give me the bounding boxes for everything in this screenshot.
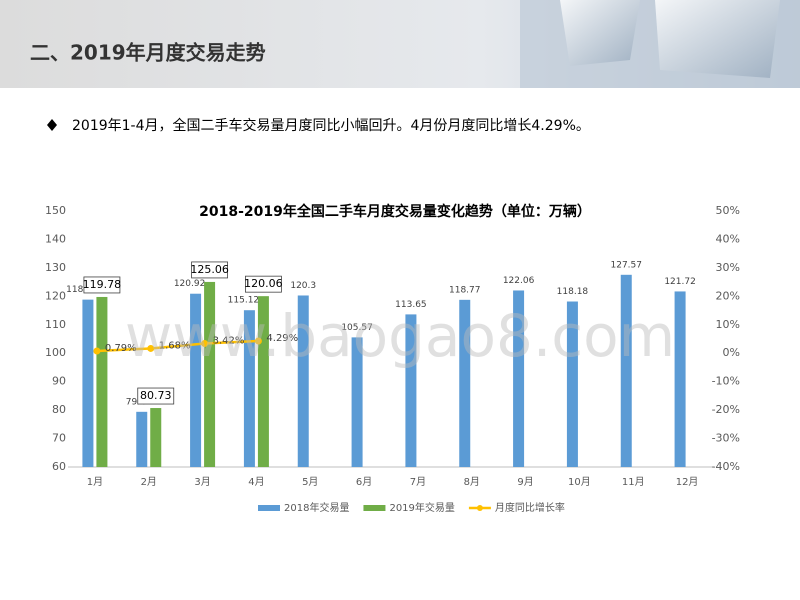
- growth-point: [93, 347, 101, 355]
- bar-label: 125.06: [190, 263, 229, 276]
- x-tick-label: 5月: [302, 476, 318, 488]
- chart-title: 2018-2019年全国二手车月度交易量变化趋势（单位：万辆）: [199, 203, 591, 220]
- bar: [150, 408, 162, 467]
- x-tick-label: 10月: [568, 476, 591, 488]
- bar-label: 120.06: [244, 277, 283, 290]
- bar-label: 118.18: [557, 287, 589, 297]
- growth-label: 0.79%: [105, 343, 137, 354]
- bar: [204, 281, 216, 467]
- bar-label: 127.57: [611, 260, 643, 270]
- bullet-marker: [47, 119, 57, 131]
- bar: [257, 296, 269, 467]
- bar: [674, 291, 686, 467]
- y-tick-label: 80: [52, 403, 66, 416]
- y2-tick-label: 40%: [716, 232, 740, 245]
- y2-tick-label: 50%: [716, 204, 740, 217]
- bar-label: 115.12: [228, 296, 260, 306]
- bar-label: 105.57: [341, 323, 373, 333]
- header-cube: [560, 0, 640, 66]
- y-tick-label: 60: [52, 460, 66, 473]
- header-cube: [655, 0, 780, 78]
- growth-point: [201, 339, 209, 347]
- header-title: 二、2019年月度交易走势: [30, 41, 266, 65]
- watermark: www.baogao8.com: [125, 302, 675, 370]
- y-tick-label: 130: [45, 261, 66, 274]
- bar: [243, 310, 255, 467]
- bar: [190, 293, 202, 467]
- y-tick-label: 140: [45, 232, 66, 245]
- label-box: [137, 387, 175, 405]
- legend-label: 2019年交易量: [389, 501, 454, 514]
- growth-label: 3.42%: [213, 335, 245, 346]
- y2-tick-label: -10%: [712, 375, 740, 388]
- x-tick-label: 8月: [464, 476, 480, 488]
- x-tick-label: 1月: [87, 476, 103, 488]
- bar: [620, 274, 632, 467]
- bar: [82, 299, 94, 467]
- x-tick-label: 12月: [676, 476, 699, 488]
- label-box: [191, 261, 228, 279]
- y-tick-label: 120: [45, 289, 66, 302]
- bar-label: 80.73: [140, 389, 172, 402]
- x-tick-label: 4月: [248, 476, 264, 488]
- x-tick-label: 6月: [356, 476, 372, 488]
- bar: [297, 295, 309, 467]
- growth-label: 4.29%: [266, 333, 298, 344]
- bar-label: 79.4: [126, 397, 146, 407]
- growth-line: [96, 339, 259, 353]
- y-tick-label: 70: [52, 432, 66, 445]
- bar: [566, 301, 578, 467]
- y2-tick-label: 20%: [716, 289, 740, 302]
- chart: 2018-2019年全国二手车月度交易量变化趋势（单位：万辆） 60 70 80 90…: [45, 203, 740, 514]
- bar-label: 113.65: [395, 300, 427, 310]
- legend-swatch: [476, 505, 483, 511]
- label-box: [83, 276, 121, 294]
- bar: [96, 296, 108, 467]
- y-tick-label: 100: [45, 346, 66, 359]
- legend-label: 月度同比增长率: [495, 501, 565, 514]
- bar-label: 118.84: [66, 285, 98, 295]
- y2-tick-label: -30%: [712, 432, 740, 445]
- bar: [136, 411, 148, 467]
- bar-label: 118.77: [449, 285, 481, 295]
- bar: [405, 314, 417, 467]
- legend-swatch: [363, 505, 386, 511]
- bar: [351, 337, 363, 467]
- y2-tick-label: -20%: [712, 403, 740, 416]
- x-tick-label: 7月: [410, 476, 426, 488]
- y2-tick-label: 30%: [716, 261, 740, 274]
- bar: [513, 290, 525, 467]
- bar-label: 122.06: [503, 276, 535, 286]
- bar-label: 120.92: [174, 279, 206, 289]
- x-tick-label: 9月: [517, 476, 533, 488]
- bullet-text: 2019年1-4月，全国二手车交易量月度同比小幅回升。4月份月度同比增长4.29…: [72, 117, 590, 134]
- y-tick-label: 150: [45, 204, 66, 217]
- x-tick-label: 3月: [194, 476, 210, 488]
- bar-label: 120.3: [290, 281, 316, 291]
- y-tick-label: 110: [45, 318, 66, 331]
- y2-tick-label: 0%: [723, 346, 740, 359]
- bar: [459, 299, 471, 467]
- growth-point: [254, 337, 262, 345]
- label-box: [245, 275, 282, 293]
- legend-swatch: [258, 505, 280, 511]
- y-tick-label: 90: [52, 375, 66, 388]
- y2-tick-label: 10%: [716, 318, 740, 331]
- bar-label: 119.78: [83, 278, 122, 291]
- x-tick-label: 11月: [622, 476, 645, 488]
- x-tick-label: 2月: [141, 476, 157, 488]
- y2-tick-label: -40%: [712, 460, 740, 473]
- bar-label: 121.72: [664, 277, 696, 287]
- growth-label: 1.68%: [159, 340, 191, 351]
- legend-label: 2018年交易量: [284, 501, 349, 514]
- growth-point: [147, 344, 155, 352]
